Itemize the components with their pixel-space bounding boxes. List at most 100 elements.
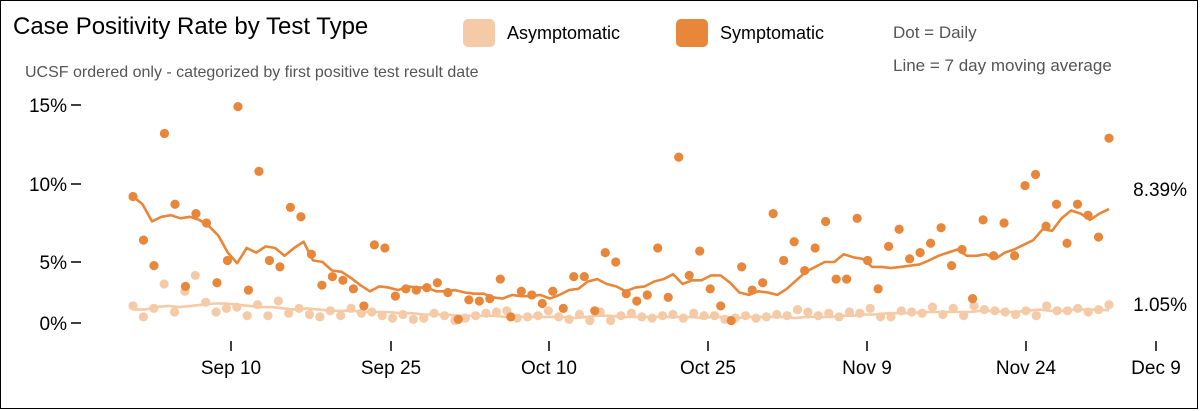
asymptomatic-daily-point xyxy=(284,308,294,318)
symptomatic-daily-point xyxy=(1030,169,1041,180)
note-dot: Dot = Daily xyxy=(893,23,977,42)
legend-label-symptomatic: Symptomatic xyxy=(720,22,825,43)
asymptomatic-daily-point xyxy=(159,279,169,289)
symptomatic-daily-point xyxy=(516,286,526,296)
symptomatic-daily-point xyxy=(1062,238,1072,248)
symptomatic-daily-point xyxy=(590,306,600,316)
symptomatic-daily-point xyxy=(537,298,547,309)
symptomatic-daily-point xyxy=(327,272,337,282)
symptomatic-daily-point xyxy=(684,270,694,281)
symptomatic-daily-point xyxy=(663,292,673,302)
symptomatic-daily-point xyxy=(810,243,820,253)
symptomatic-daily-point xyxy=(558,303,568,313)
symptomatic-daily-point xyxy=(170,199,180,209)
x-tick-label: Nov 24 xyxy=(996,358,1057,379)
symptomatic-daily-point xyxy=(359,301,369,311)
symptomatic-daily-point xyxy=(873,284,883,294)
symptomatic-daily-point xyxy=(852,213,862,223)
symptomatic-daily-point xyxy=(243,285,254,295)
symptomatic-daily-point xyxy=(464,295,474,305)
symptomatic-daily-point xyxy=(842,274,852,284)
symptomatic-daily-point xyxy=(149,261,159,271)
symptomatic-daily-point xyxy=(967,294,978,304)
symptomatic-daily-point xyxy=(978,215,988,225)
y-tick-label: 15% xyxy=(29,96,67,117)
symptomatic-daily-point xyxy=(1104,133,1114,143)
symptomatic-daily-point xyxy=(506,312,516,322)
asymptomatic-daily-point xyxy=(803,307,813,317)
legend-label-asymptomatic: Asymptomatic xyxy=(507,22,621,43)
x-tick-label: Sep 25 xyxy=(361,358,421,379)
asymptomatic-daily-point xyxy=(969,301,979,311)
asymptomatic-moving-average-line xyxy=(133,302,1110,320)
asymptomatic-daily-point xyxy=(886,312,896,322)
asymptomatic-daily-point xyxy=(377,311,387,321)
asymptomatic-daily-point xyxy=(211,307,221,317)
symptomatic-daily-point xyxy=(579,272,589,282)
symptomatic-daily-point xyxy=(453,314,463,324)
symptomatic-daily-point xyxy=(138,235,149,245)
symptomatic-daily-point xyxy=(1072,199,1083,209)
symptomatic-daily-point xyxy=(317,280,327,290)
symptomatic-daily-point xyxy=(800,265,810,276)
symptomatic-daily-point xyxy=(779,255,789,266)
asymptomatic-daily-point xyxy=(169,307,180,317)
symptomatic-daily-point xyxy=(600,248,610,258)
asymptomatic-daily-point xyxy=(865,303,875,313)
symptomatic-daily-point xyxy=(1093,232,1104,242)
asymptomatic-daily-point xyxy=(948,303,958,313)
symptomatic-daily-point xyxy=(999,218,1009,228)
symptomatic-daily-point xyxy=(894,224,904,234)
legend-item-symptomatic: Symptomatic xyxy=(676,19,824,47)
y-tick-label: 5% xyxy=(40,253,68,274)
asymptomatic-daily-point xyxy=(844,307,855,317)
asymptomatic-daily-point xyxy=(128,301,138,311)
symptomatic-daily-point xyxy=(285,202,296,212)
asymptomatic-daily-point xyxy=(242,311,252,321)
symptomatic-daily-point xyxy=(737,262,747,272)
asymptomatic-daily-point xyxy=(273,296,283,306)
symptomatic-moving-average-line xyxy=(132,195,1110,300)
chart-title: Case Positivity Rate by Test Type xyxy=(13,13,369,40)
asymptomatic-end-label: 1.05% xyxy=(1133,295,1187,316)
symptomatic-daily-point xyxy=(432,278,442,288)
symptomatic-daily-point xyxy=(821,216,831,227)
asymptomatic-daily-point xyxy=(1104,300,1114,310)
asymptomatic-daily-point xyxy=(315,312,325,322)
symptomatic-daily-point xyxy=(726,315,736,326)
symptomatic-daily-point xyxy=(611,257,621,267)
x-tick-label: Oct 25 xyxy=(680,358,736,379)
symptomatic-daily-point xyxy=(348,284,358,294)
symptomatic-daily-point xyxy=(642,290,652,300)
symptomatic-daily-point xyxy=(390,291,400,301)
asymptomatic-daily-point xyxy=(585,315,595,326)
asymptomatic-daily-point xyxy=(792,304,803,315)
symptomatic-daily-point xyxy=(915,248,925,258)
asymptomatic-daily-point xyxy=(263,311,273,321)
asymptomatic-daily-point xyxy=(959,311,969,321)
symptomatic-daily-point xyxy=(884,241,894,251)
asymptomatic-daily-point xyxy=(927,302,938,312)
symptomatic-daily-point xyxy=(275,262,285,272)
symptomatic-daily-point xyxy=(705,284,715,294)
symptomatic-end-label: 8.39% xyxy=(1133,180,1187,201)
asymptomatic-daily-point xyxy=(304,309,315,320)
asymptomatic-daily-point xyxy=(606,315,616,326)
x-tick-label: Sep 10 xyxy=(201,358,261,379)
symptomatic-daily-point xyxy=(1009,251,1020,261)
symptomatic-daily-point xyxy=(695,246,705,256)
symptomatic-daily-point xyxy=(674,152,684,162)
asymptomatic-daily-point xyxy=(626,308,636,318)
symptomatic-daily-point xyxy=(159,128,170,139)
legend-swatch-symptomatic xyxy=(676,19,708,47)
chart-subtitle: UCSF ordered only - categorized by first… xyxy=(25,64,479,81)
asymptomatic-daily-point xyxy=(543,306,553,316)
symptomatic-daily-point xyxy=(569,272,579,282)
x-tick-label: Dec 9 xyxy=(1131,358,1181,379)
symptomatic-daily-point xyxy=(946,261,957,271)
symptomatic-daily-point xyxy=(369,240,379,250)
symptomatic-daily-point xyxy=(264,255,275,266)
symptomatic-daily-point xyxy=(548,286,558,296)
